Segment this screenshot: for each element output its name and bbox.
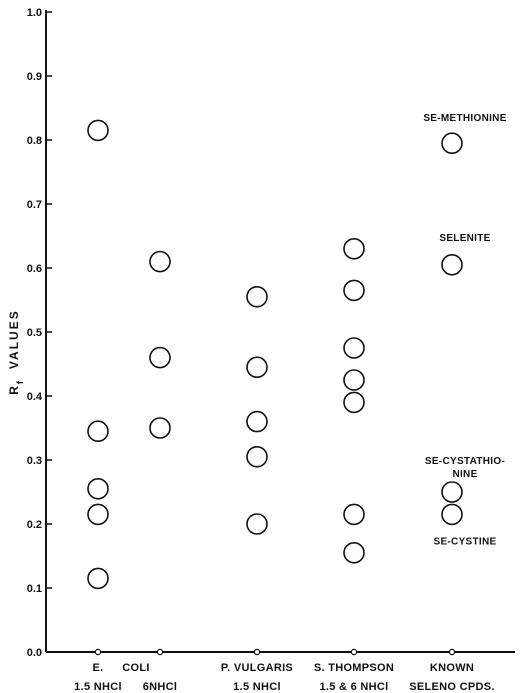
data-point xyxy=(343,503,365,526)
y-axis-label: Rf VALUES xyxy=(7,309,25,394)
origin-marker xyxy=(448,648,456,656)
data-point xyxy=(87,567,109,590)
data-point xyxy=(441,481,463,503)
y-ticks: 0.0 0.1 0.2 0.3 0.4 0.5 0.6 0.7 0.8 0.9 1.0 xyxy=(27,7,52,659)
point-annotation: SELENITE xyxy=(439,233,490,244)
data-point xyxy=(246,513,268,535)
y-axis-label-values: VALUES xyxy=(7,309,21,369)
y-tick-label: 1.0 xyxy=(27,7,42,19)
x-category-label-line2: SELENO CPDS. xyxy=(409,681,495,693)
y-tick-label: 0.6 xyxy=(27,263,42,275)
data-point xyxy=(343,391,365,414)
x-category-label-line1: E. xyxy=(93,662,104,674)
data-point xyxy=(441,503,463,526)
data-point xyxy=(343,337,365,359)
data-point xyxy=(149,346,171,369)
data-point xyxy=(343,369,365,391)
x-category-label-line1: COLI xyxy=(122,662,149,674)
point-annotation: NINE xyxy=(452,469,477,480)
y-axis-label-r: R xyxy=(7,384,21,395)
data-point xyxy=(343,279,365,302)
origin-marker xyxy=(253,648,261,656)
y-tick-label: 0.0 xyxy=(27,647,42,659)
x-category-label-line1: P. VULGARIS xyxy=(221,662,293,674)
data-points xyxy=(87,119,463,656)
data-point xyxy=(149,250,171,273)
data-point xyxy=(246,285,268,308)
x-category-label-line1: KNOWN xyxy=(430,662,474,674)
data-point xyxy=(87,477,109,500)
y-tick-label: 0.9 xyxy=(27,71,42,83)
x-category-label-line2: 1.5 NHCl xyxy=(233,681,281,693)
data-point xyxy=(87,119,109,142)
data-point xyxy=(149,417,171,439)
x-category-label-line2: 1.5 & 6 NHCl xyxy=(319,681,388,693)
data-point xyxy=(87,503,109,526)
axes xyxy=(45,10,515,653)
data-point xyxy=(441,132,463,154)
origin-marker xyxy=(94,648,102,656)
data-point xyxy=(87,420,109,443)
y-tick-label: 0.3 xyxy=(27,455,42,467)
origin-marker xyxy=(156,648,164,656)
y-tick-label: 0.8 xyxy=(27,135,42,147)
data-point xyxy=(343,541,365,564)
point-annotation: SE-CYSTINE xyxy=(433,536,496,547)
origin-marker xyxy=(350,648,358,656)
point-annotation: SE-METHIONINE xyxy=(423,113,506,124)
data-point xyxy=(441,253,463,276)
data-point xyxy=(343,238,365,260)
data-point xyxy=(246,445,268,468)
x-category-label-line1: S. THOMPSON xyxy=(314,662,394,674)
y-tick-label: 0.1 xyxy=(27,583,42,595)
x-category-label-line2: 6NHCl xyxy=(143,681,178,693)
y-tick-label: 0.5 xyxy=(27,327,42,339)
y-tick-label: 0.4 xyxy=(27,391,43,403)
annotations: SE-METHIONINE SELENITE SE-CYSTATHIO- NINE SE… xyxy=(423,113,506,547)
y-tick-label: 0.7 xyxy=(27,199,42,211)
y-tick-label: 0.2 xyxy=(27,519,42,531)
data-point xyxy=(246,410,268,433)
y-axis-label-sub: f xyxy=(15,379,25,384)
data-point xyxy=(246,356,268,379)
x-category-label-line2: 1.5 NHCl xyxy=(74,681,122,693)
point-annotation: SE-CYSTATHIO- xyxy=(425,456,505,467)
